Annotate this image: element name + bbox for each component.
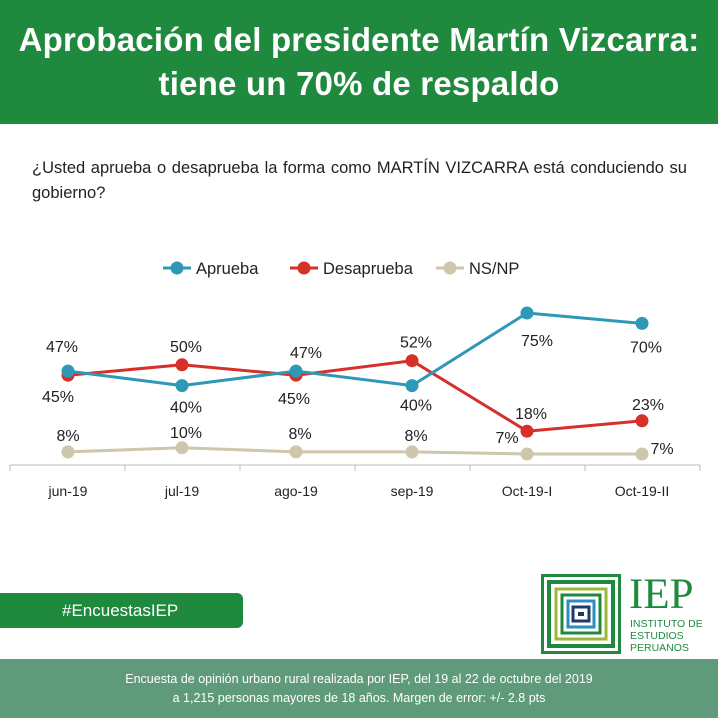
data-point-ns-np bbox=[405, 445, 419, 459]
data-point-ns-np bbox=[175, 441, 189, 455]
iep-logo-name-line1: INSTITUTO DE bbox=[630, 618, 703, 630]
footer-line1: Encuesta de opinión urbano rural realiza… bbox=[125, 671, 593, 686]
x-tick-label: jul-19 bbox=[164, 483, 199, 499]
data-label-ns-np: 8% bbox=[404, 428, 427, 445]
data-label-aprueba: 75% bbox=[521, 333, 553, 350]
data-label-ns-np: 7% bbox=[495, 430, 518, 447]
x-tick-label: ago-19 bbox=[274, 483, 318, 499]
data-point-aprueba bbox=[61, 364, 75, 378]
legend-label-aprueba: Aprueba bbox=[196, 260, 259, 278]
data-label-aprueba: 47% bbox=[46, 339, 78, 356]
header-banner: Aprobación del presidente Martín Vizcarr… bbox=[0, 0, 718, 124]
data-point-desaprueba bbox=[635, 414, 649, 428]
page-title-line2: tiene un 70% de respaldo bbox=[158, 65, 560, 102]
iep-logo-mark-icon bbox=[541, 574, 621, 654]
hashtag-badge[interactable]: #EncuestasIEP bbox=[0, 593, 243, 628]
data-point-aprueba bbox=[635, 316, 649, 330]
footer-note: Encuesta de opinión urbano rural realiza… bbox=[0, 659, 718, 718]
legend-label-ns-np: NS/NP bbox=[469, 260, 519, 278]
data-label-aprueba: 47% bbox=[290, 345, 322, 362]
data-point-aprueba bbox=[405, 379, 419, 393]
data-label-ns-np: 8% bbox=[288, 426, 311, 443]
legend-label-desaprueba: Desaprueba bbox=[323, 260, 414, 278]
data-label-ns-np: 8% bbox=[56, 428, 79, 445]
data-point-desaprueba bbox=[405, 354, 419, 368]
data-label-desaprueba: 45% bbox=[278, 391, 310, 408]
iep-logo-abbr: IEP bbox=[629, 571, 694, 618]
data-label-desaprueba: 45% bbox=[42, 389, 74, 406]
legend-marker-desaprueba bbox=[297, 261, 311, 275]
iep-logo-name-line2: ESTUDIOS bbox=[630, 630, 684, 642]
data-label-ns-np: 7% bbox=[650, 441, 673, 458]
series-line-desaprueba bbox=[67, 359, 643, 433]
legend-marker-ns-np bbox=[443, 261, 457, 275]
x-tick-label: Oct-19-II bbox=[615, 483, 669, 499]
x-tick-label: Oct-19-I bbox=[502, 483, 553, 499]
x-tick-label: sep-19 bbox=[391, 483, 434, 499]
iep-logo: IEP INSTITUTO DE ESTUDIOS PERUANOS bbox=[541, 571, 718, 654]
data-label-aprueba: 70% bbox=[630, 339, 662, 356]
x-tick-label: jun-19 bbox=[48, 483, 88, 499]
page-title-line1: Aprobación del presidente Martín Vizcarr… bbox=[18, 21, 700, 58]
series-line-ns-np bbox=[67, 446, 642, 456]
data-point-ns-np bbox=[289, 445, 303, 459]
data-point-ns-np bbox=[520, 447, 534, 461]
data-point-desaprueba bbox=[175, 358, 189, 372]
data-label-ns-np: 10% bbox=[170, 425, 202, 442]
data-point-aprueba bbox=[289, 364, 303, 378]
data-point-ns-np bbox=[635, 447, 649, 461]
data-label-desaprueba: 50% bbox=[170, 339, 202, 356]
data-label-aprueba: 40% bbox=[400, 398, 432, 415]
data-label-aprueba: 40% bbox=[170, 400, 202, 417]
data-point-ns-np bbox=[61, 445, 75, 459]
iep-logo-name-line3: PERUANOS bbox=[630, 642, 689, 654]
series-line-aprueba bbox=[67, 311, 643, 388]
iep-logo-name: INSTITUTO DE ESTUDIOS PERUANOS bbox=[630, 618, 718, 654]
survey-question: ¿Usted aprueba o desaprueba la forma com… bbox=[32, 159, 687, 202]
data-point-aprueba bbox=[520, 306, 534, 320]
data-point-desaprueba bbox=[520, 424, 534, 438]
footer-line2: a 1,215 personas mayores de 18 años. Mar… bbox=[172, 690, 546, 705]
data-point-aprueba bbox=[175, 379, 189, 393]
legend-marker-aprueba bbox=[170, 261, 184, 275]
data-label-desaprueba: 18% bbox=[515, 406, 547, 423]
data-label-desaprueba: 52% bbox=[400, 335, 432, 352]
data-label-desaprueba: 23% bbox=[632, 397, 664, 414]
